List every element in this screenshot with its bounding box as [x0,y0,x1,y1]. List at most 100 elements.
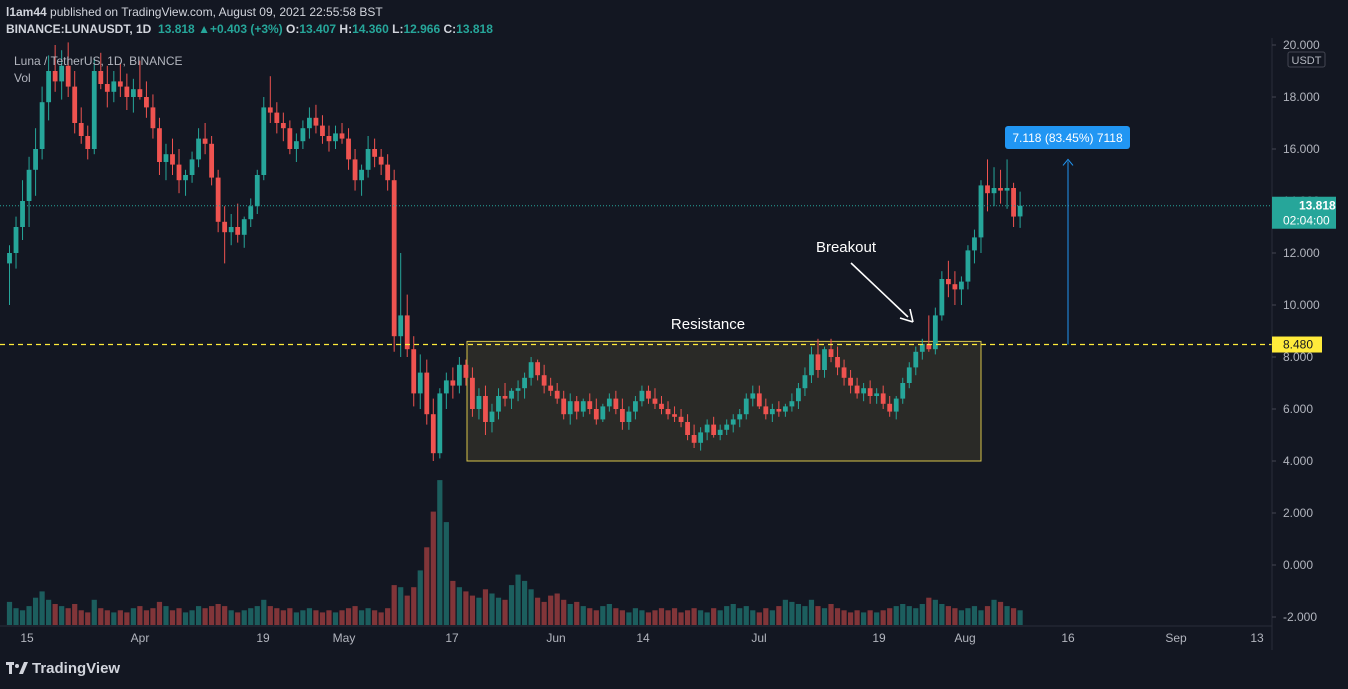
volume-bar [398,587,404,625]
candle-body [802,375,808,389]
volume-bar [717,610,723,625]
candle-body [919,344,925,352]
candle-body [463,364,469,378]
consolidation-range-box[interactable] [466,340,982,462]
volume-bar [900,604,906,625]
volume-bar [143,610,150,625]
volume-bar [59,606,65,625]
time-tick-label: 17 [445,631,459,645]
currency-badge-label: USDT [1292,55,1322,67]
candle-body [52,71,58,82]
time-axis[interactable]: 15 Apr 19 May 17 Jun 14 Jul 19 Aug 16 Sep 13 [0,625,1272,645]
volume-bar [750,610,756,625]
candle-body [450,380,456,386]
volume-bar [156,601,163,625]
volume-bar [124,612,130,625]
volume-bar [711,608,717,625]
candle-body [626,411,632,422]
volume-bar [554,593,560,625]
candle-body [404,315,410,350]
candle-body [952,284,958,290]
candle-body [26,169,32,201]
measure-arrowhead-icon [1062,158,1074,166]
tradingview-branding[interactable]: TradingView [6,660,120,677]
resistance-price-badge [1272,336,1322,353]
close-value: 13.818 [456,22,493,36]
volume-bar [789,601,795,625]
candle-body [619,409,625,422]
tradingview-logo-icon [6,661,28,676]
candle-body [359,169,364,181]
volume-bar [600,606,606,625]
volume-bar [391,585,397,625]
volume-bar [19,610,26,625]
volume-bar [476,597,482,625]
candle-body [698,432,704,443]
time-tick-label: Aug [954,631,975,645]
brand-name: TradingView [32,660,121,677]
currency-badge[interactable] [1287,51,1326,68]
symbol-name[interactable]: BINANCE:LUNAUSDT, 1D [6,22,152,36]
price-tick-label: 4.000 [1283,454,1313,468]
candle-body [411,349,417,394]
volume-bar [1010,608,1017,625]
candle-body [300,128,306,142]
candle-body [561,398,567,415]
volume-bar [13,608,19,625]
breakout-label[interactable]: Breakout [816,239,877,256]
volume-bar [222,606,228,625]
price-axis[interactable]: USDT 20.00018.00016.00014.00012.00010.00… [1271,38,1336,650]
candle-body [509,390,514,399]
volume-bar [209,606,215,625]
breakout-arrow[interactable] [850,262,909,318]
candle-body [196,138,201,160]
volume-bar [665,610,671,625]
author-name[interactable]: l1am44 [6,5,47,19]
candle-body [313,117,319,126]
series-legend[interactable]: Luna / TetherUS, 1D, BINANCE [14,54,183,68]
volume-bar [287,608,293,625]
volume-bar [85,612,91,625]
volume-bar [78,610,84,625]
candle-body [502,396,508,399]
resistance-label[interactable]: Resistance [671,316,745,333]
volume-bar [548,595,554,625]
candle-body [880,393,886,404]
volume-bar [632,608,639,625]
candle-body [13,227,19,253]
volume-bar [932,599,938,625]
time-tick-label: 13 [1250,631,1264,645]
candle-body [117,81,123,87]
volume-bar [698,610,704,625]
measure-label-box[interactable] [1005,126,1130,149]
candle-body [535,362,541,376]
candle-body [932,315,938,350]
volume-bar [417,570,423,625]
candle-body [613,398,619,409]
volume-bar [684,610,691,625]
volume-legend[interactable]: Vol [14,71,31,85]
volume-bar [619,610,625,625]
candle-body [456,364,462,386]
candle-body [333,133,338,142]
candle-body [157,128,162,162]
price-tick-label: 6.000 [1283,402,1313,416]
volume-bar [952,608,958,625]
volume-bar [893,606,899,625]
candle-body [170,154,175,165]
candle-body [261,107,267,175]
candle-body [176,164,182,181]
volume-bar [235,612,241,625]
candle-body [98,71,104,84]
last-price-badge [1272,196,1336,229]
volume-bar [776,606,782,625]
price-lines [0,205,1272,346]
candle-body [756,393,762,407]
volume-bar [385,608,391,625]
low-value: 12.966 [403,22,441,36]
volume-bar [606,604,612,625]
candle-body [137,89,143,97]
candle-body [183,175,188,181]
volume-bar [834,608,841,625]
